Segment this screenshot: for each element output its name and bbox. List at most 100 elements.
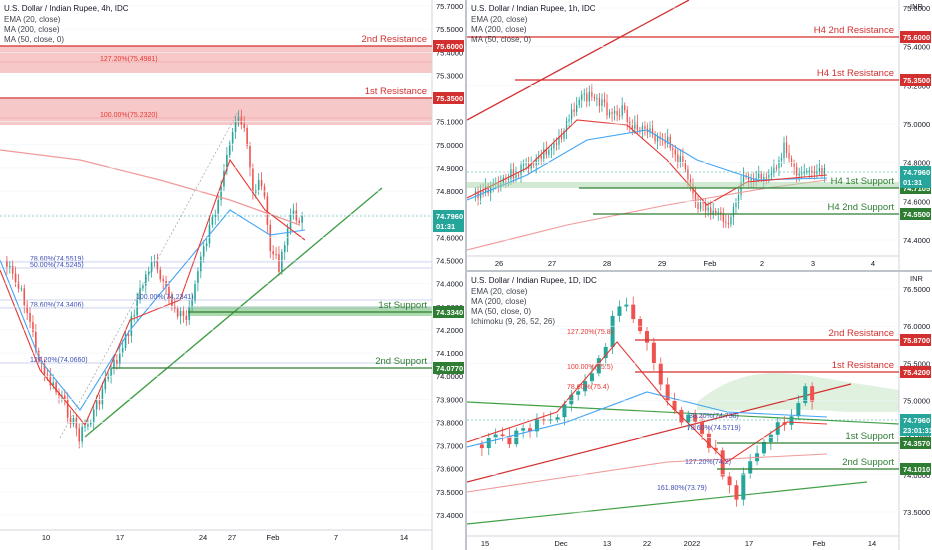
candle-body <box>98 400 101 405</box>
price-axis <box>432 0 465 550</box>
candle-body <box>667 136 669 144</box>
candle-body <box>624 105 626 111</box>
candle-body <box>530 164 532 169</box>
x-tick-label: Feb <box>267 533 280 542</box>
x-tick-label: 26 <box>495 259 503 268</box>
candle-body <box>803 171 805 174</box>
candle-body <box>159 269 162 280</box>
candle-body <box>583 93 585 95</box>
candle-body <box>775 167 778 169</box>
candle-body <box>104 378 107 390</box>
panel-divider-vertical[interactable] <box>465 0 467 550</box>
candle-body <box>555 143 558 145</box>
unit-label: INR <box>910 2 924 11</box>
x-tick-label: 28 <box>603 259 611 268</box>
fib-label: 100.00%(75.2320) <box>100 112 158 119</box>
candle-body <box>211 216 214 225</box>
candle-body <box>295 210 298 221</box>
x-tick-label: 24 <box>199 533 207 542</box>
chart-panel-4h[interactable]: 127.20%(75.4981) 100.00%(75.2320) 78.60%(7… <box>0 0 465 550</box>
candle-body <box>689 179 692 185</box>
y-tick-label: 73.5000 <box>903 508 930 517</box>
candle-body <box>32 322 34 332</box>
chart-panel-1h[interactable]: 75.600075.400075.200075.000074.800074.60… <box>467 0 932 270</box>
candle-body <box>679 156 681 163</box>
candle-body <box>699 202 702 209</box>
candle-body <box>735 203 737 207</box>
y-tick-label: 74.9000 <box>436 164 463 173</box>
candle-body <box>49 374 52 386</box>
level-label: H4 1st Resistance <box>817 68 894 79</box>
last-price-value: 74.7960 <box>903 168 930 177</box>
candle-body <box>252 168 254 193</box>
panel-divider-horizontal[interactable] <box>467 270 932 272</box>
candle-body <box>139 288 141 300</box>
candle-body <box>803 386 808 404</box>
candle-body <box>534 419 539 432</box>
candle-body <box>649 128 651 133</box>
y-tick-label: 73.9000 <box>436 395 463 404</box>
candle-body <box>596 97 598 99</box>
candle-body <box>66 399 69 418</box>
candle-body <box>118 352 121 364</box>
candle-body <box>528 428 533 432</box>
candle-body <box>790 158 793 164</box>
level-badge <box>900 463 931 475</box>
candle-body <box>768 434 773 442</box>
candle-body <box>548 150 550 155</box>
candle-body <box>130 316 133 336</box>
candle-body <box>611 112 613 114</box>
y-tick-label: 74.1000 <box>436 349 463 358</box>
candle-body <box>55 382 57 393</box>
level-badge-value: 75.8700 <box>903 336 930 345</box>
candle-body <box>75 418 78 429</box>
candle-body <box>631 125 633 129</box>
fib-connector <box>59 107 241 439</box>
candle-body <box>740 182 742 196</box>
indicator-legend: MA (200, close) <box>471 297 527 306</box>
level-badge-value: 74.1010 <box>903 465 930 474</box>
candle-body <box>717 212 719 214</box>
candle-body <box>610 315 615 347</box>
candle-body <box>816 171 818 174</box>
candle-body <box>684 162 687 170</box>
fib-label: 78.60%(74.5519) <box>30 256 84 263</box>
candle-body <box>543 149 545 159</box>
candle-body <box>29 312 31 323</box>
candle-body <box>176 308 179 317</box>
candle-body <box>651 342 656 364</box>
candle-body <box>656 136 659 142</box>
candle-body <box>694 193 697 203</box>
candle-body <box>734 485 739 500</box>
candle-body <box>116 360 118 364</box>
candle-body <box>720 212 722 214</box>
candle-body <box>669 136 671 149</box>
chart-panel-1d[interactable]: 127.20%(75.8) 100.00%(75.5) 78.60%(75.4) 38… <box>467 272 932 550</box>
x-tick-label: Dec <box>554 539 568 548</box>
candle-body <box>272 251 274 255</box>
last-price-badge <box>900 414 931 436</box>
level-label: H4 2nd Support <box>827 202 894 213</box>
candle-body <box>589 373 594 382</box>
ema20-line <box>467 341 828 463</box>
fib-label: 127.20%(74.2) <box>685 459 731 466</box>
candle-body <box>613 111 616 114</box>
candle-body <box>704 203 707 211</box>
candle-body <box>793 163 795 167</box>
candle-body <box>672 148 674 150</box>
candle-body <box>636 122 639 130</box>
candle-body <box>727 222 730 225</box>
candle-body <box>240 116 243 125</box>
x-tick-label: 15 <box>481 539 489 548</box>
y-tick-label: 74.6000 <box>903 197 930 206</box>
candle-body <box>223 170 225 187</box>
candle-body <box>535 158 537 166</box>
candle-body <box>796 403 801 417</box>
candle-body <box>515 174 517 179</box>
candle-body <box>275 254 277 256</box>
indicator-legend: MA (200, close) <box>471 25 527 34</box>
candle-body <box>747 176 750 181</box>
x-tick-label: 7 <box>334 533 338 542</box>
level-label: 2nd Resistance <box>362 34 427 45</box>
candle-body <box>593 96 596 99</box>
